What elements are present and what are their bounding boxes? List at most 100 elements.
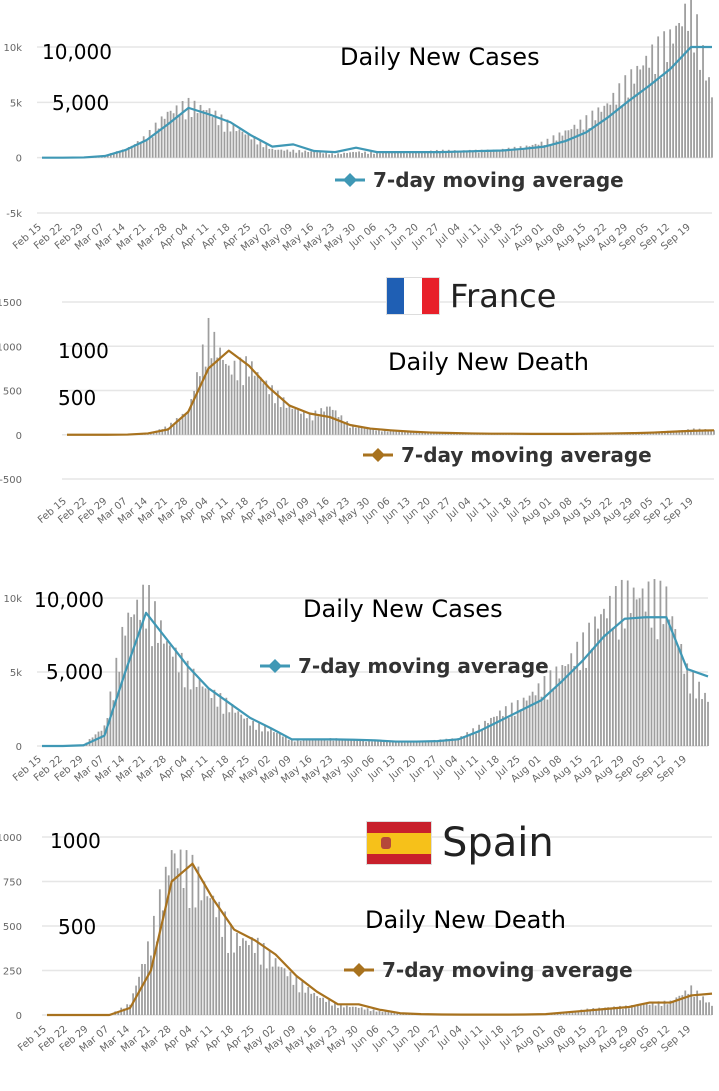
daily-bar: [546, 699, 549, 746]
daily-bar: [311, 739, 314, 746]
spain-flag-icon: [366, 821, 432, 865]
daily-bar: [174, 647, 177, 746]
daily-bar: [337, 153, 340, 158]
daily-bar: [474, 149, 477, 158]
daily-bar: [415, 741, 418, 746]
daily-bar: [702, 45, 704, 158]
daily-bar: [117, 1011, 120, 1015]
daily-bar: [394, 152, 396, 158]
daily-bar: [531, 691, 534, 746]
daily-bar: [253, 375, 256, 435]
daily-bar: [155, 941, 158, 1015]
daily-bar: [486, 149, 489, 158]
daily-bar: [591, 648, 593, 746]
daily-bar: [193, 100, 196, 158]
daily-bar: [288, 404, 291, 435]
daily-bar: [268, 148, 271, 158]
daily-bar: [371, 741, 373, 746]
daily-bar: [250, 361, 253, 435]
daily-bar: [683, 673, 686, 746]
daily-bar: [612, 92, 615, 158]
daily-bar: [616, 1008, 618, 1015]
daily-bar: [106, 718, 109, 746]
daily-bar: [412, 740, 415, 746]
country-label-spain: Spain: [366, 820, 554, 866]
daily-bar: [190, 399, 193, 435]
daily-bar: [472, 728, 475, 746]
daily-bar: [227, 365, 230, 435]
daily-bar: [426, 151, 429, 158]
y-tick-label: 1000: [0, 342, 22, 353]
daily-bar: [136, 599, 139, 746]
daily-bar: [397, 742, 400, 746]
daily-bar: [334, 410, 337, 435]
y-tick-label: 10k: [3, 594, 22, 605]
daily-bar: [498, 710, 501, 746]
value-annotation: 500: [58, 386, 96, 410]
daily-bar: [387, 1012, 390, 1015]
daily-bar: [460, 736, 463, 746]
daily-bar: [567, 664, 570, 746]
daily-bar: [543, 145, 546, 158]
daily-bar: [390, 1012, 393, 1015]
daily-bar: [197, 866, 200, 1015]
daily-bar: [301, 981, 304, 1015]
daily-bar: [603, 608, 605, 746]
daily-bar: [127, 612, 130, 746]
daily-bar: [353, 740, 356, 746]
daily-bar: [501, 148, 504, 158]
daily-bar: [615, 104, 618, 158]
daily-bar: [311, 420, 314, 435]
daily-bar: [490, 717, 492, 746]
daily-bar: [283, 968, 286, 1015]
daily-bar: [438, 152, 441, 158]
daily-bar: [435, 432, 438, 435]
daily-bar: [222, 359, 224, 435]
daily-bar: [248, 376, 250, 435]
daily-bar: [393, 1012, 396, 1015]
daily-bar: [148, 585, 150, 746]
y-tick-label: 500: [3, 387, 22, 398]
daily-bar: [271, 966, 274, 1015]
daily-bar: [112, 700, 115, 746]
daily-bar: [611, 627, 614, 746]
daily-bar: [600, 111, 603, 158]
daily-bar: [675, 25, 678, 158]
daily-bar: [382, 152, 384, 158]
daily-bar: [213, 331, 216, 435]
daily-bar: [696, 14, 698, 158]
daily-bar: [271, 385, 273, 435]
daily-bar: [513, 715, 516, 746]
daily-bar: [454, 738, 457, 746]
daily-bar: [406, 153, 408, 158]
daily-bar: [121, 149, 124, 158]
daily-bar: [385, 152, 387, 158]
daily-bar: [206, 896, 209, 1015]
daily-bar: [236, 932, 238, 1015]
daily-bar: [169, 110, 172, 158]
daily-bar: [222, 713, 225, 746]
daily-bar: [598, 1007, 601, 1015]
daily-bar: [705, 1002, 707, 1015]
daily-bar: [411, 152, 414, 158]
daily-bar: [184, 414, 187, 435]
daily-bar: [666, 62, 669, 158]
daily-bar: [582, 129, 585, 158]
daily-bar: [195, 686, 198, 746]
daily-bar: [181, 413, 184, 435]
daily-bar: [456, 150, 459, 158]
daily-bar: [233, 952, 235, 1015]
daily-bar: [175, 418, 178, 435]
daily-bar: [223, 131, 226, 158]
daily-bar: [690, 430, 692, 435]
daily-bar: [543, 676, 546, 746]
daily-bar: [356, 739, 359, 746]
daily-bar: [689, 693, 692, 746]
daily-bar: [219, 347, 221, 435]
daily-bar: [459, 150, 462, 158]
daily-bar: [525, 145, 528, 158]
daily-bar: [577, 1011, 580, 1015]
daily-bar: [561, 135, 564, 158]
